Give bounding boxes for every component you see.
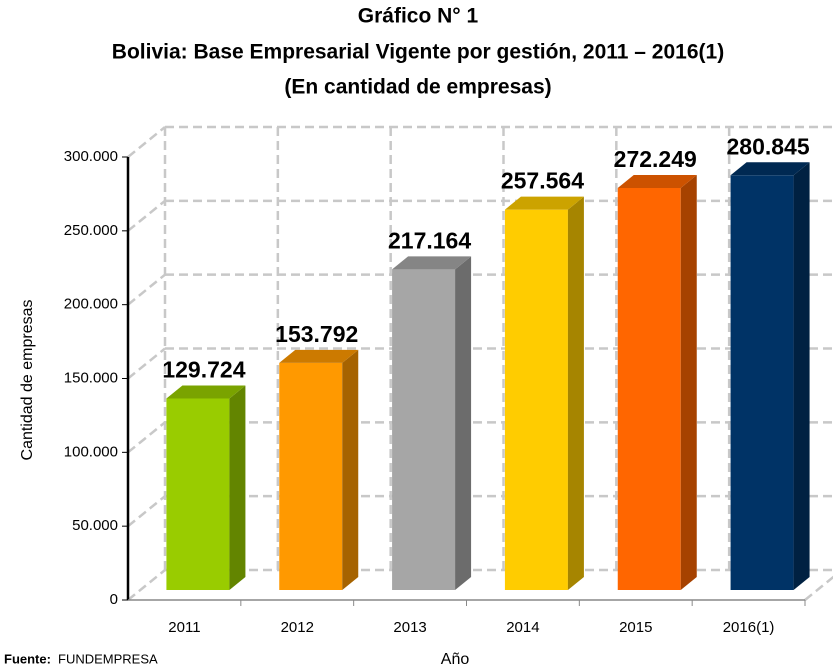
x-tick-label: 2013 — [393, 619, 426, 636]
bar-top — [730, 162, 810, 176]
bar-top — [166, 385, 246, 399]
bar-top — [617, 174, 697, 188]
source-label: Fuente: — [4, 651, 51, 666]
bar-side — [793, 162, 810, 590]
grid-line — [127, 421, 166, 454]
data-label: 257.564 — [501, 168, 584, 194]
grid-line — [127, 126, 166, 158]
bar-top — [392, 256, 472, 270]
bar — [617, 187, 681, 590]
x-tick-label: 2015 — [619, 619, 652, 636]
bar-side — [567, 196, 584, 591]
bar — [730, 175, 794, 590]
x-tick-label: 2011 — [168, 619, 200, 636]
grid-line — [127, 273, 166, 306]
x-tick-label: 2012 — [281, 619, 314, 636]
y-tick-label: 150.000 — [64, 369, 118, 386]
bar — [166, 398, 230, 590]
bar-side — [229, 385, 246, 590]
x-tick-label: 2016(1) — [723, 619, 775, 636]
data-label: 272.249 — [614, 146, 697, 172]
data-label: 129.724 — [162, 357, 245, 383]
bar-side — [455, 256, 472, 590]
grid-line — [127, 569, 166, 601]
chart-title: (En cantidad de empresas) — [284, 76, 551, 99]
bar-side — [342, 349, 359, 590]
grid-line — [127, 347, 166, 380]
data-label: 280.845 — [727, 133, 810, 159]
x-axis-label: Año — [441, 651, 470, 668]
bar — [392, 269, 456, 590]
source: FUNDEMPRESA — [58, 651, 158, 666]
y-tick-label: 300.000 — [64, 148, 118, 165]
bar-side — [680, 174, 697, 590]
data-label: 153.792 — [275, 321, 358, 347]
chart-title: Bolivia: Base Empresarial Vigente por ge… — [112, 41, 724, 64]
floor-edge — [804, 575, 833, 601]
chart-title: Gráfico N° 1 — [358, 5, 479, 28]
data-label: 217.164 — [388, 227, 471, 253]
bar-top — [504, 196, 584, 210]
grid-line — [127, 199, 166, 232]
bar-top — [279, 349, 359, 363]
x-tick-label: 2014 — [506, 619, 539, 636]
y-tick-label: 0 — [110, 591, 118, 608]
bar — [504, 209, 568, 591]
y-tick-label: 50.000 — [72, 517, 118, 534]
y-tick-label: 200.000 — [64, 296, 118, 313]
y-axis-label: Cantidad de empresas — [19, 300, 36, 461]
bar — [279, 362, 343, 590]
grid-line — [127, 495, 166, 528]
y-tick-label: 250.000 — [64, 222, 118, 239]
y-tick-label: 100.000 — [64, 443, 118, 460]
